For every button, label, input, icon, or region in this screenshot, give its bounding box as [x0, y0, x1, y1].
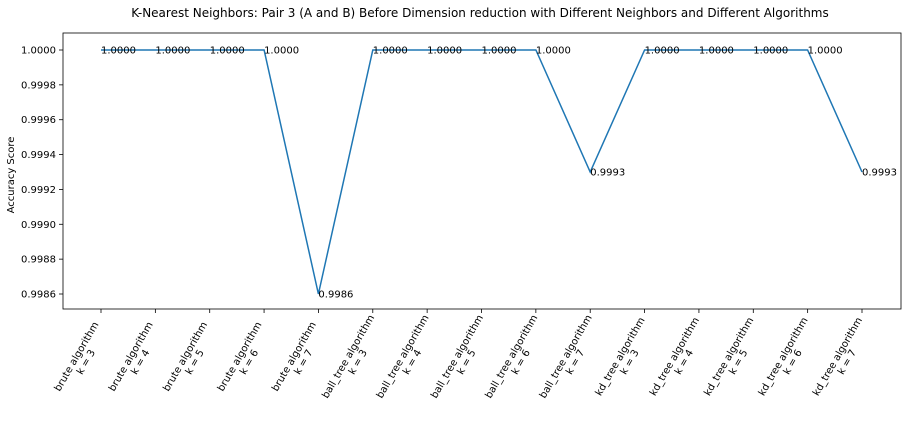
x-tick-label: kd_tree algorithmk = 3	[594, 316, 657, 404]
data-label: 1.0000	[808, 46, 843, 57]
plot-area-frame	[63, 33, 901, 309]
x-tick-label-line: ball_tree algorithm	[429, 313, 486, 400]
x-tick-label: brute algorithmk = 5	[161, 320, 219, 399]
data-label: 0.9993	[862, 168, 897, 179]
x-tick-label-line: ball_tree algorithm	[538, 313, 595, 400]
data-label: 1.0000	[753, 46, 788, 57]
data-label: 0.9993	[590, 168, 625, 179]
data-label: 1.0000	[155, 46, 190, 57]
x-tick-label: brute algorithmk = 6	[216, 320, 274, 399]
data-label: 1.0000	[482, 46, 517, 57]
series-line	[101, 50, 862, 294]
x-tick-label: kd_tree algorithmk = 7	[811, 316, 874, 404]
x-tick-label-line: ball_tree algorithm	[484, 313, 541, 400]
data-label: 1.0000	[699, 46, 734, 57]
x-tick-label-line: ball_tree algorithm	[320, 313, 377, 400]
series-layer	[101, 50, 862, 294]
y-tick-label: 0.9990	[21, 220, 56, 231]
y-tick-label: 0.9998	[21, 80, 56, 91]
x-tick-label: brute algorithmk = 3	[53, 320, 111, 399]
data-label: 1.0000	[210, 46, 245, 57]
data-label: 1.0000	[264, 46, 299, 57]
y-tick-label: 0.9988	[21, 255, 56, 266]
y-tick-label: 1.0000	[21, 46, 56, 57]
y-axis: 0.9986 0.9988 0.9990 0.9992 0.9994 0.9996 0.99…	[21, 46, 63, 301]
data-label: 1.0000	[645, 46, 680, 57]
data-label: 0.9986	[318, 290, 353, 301]
data-label: 1.0000	[373, 46, 408, 57]
data-labels: 1.0000 1.0000 1.0000 1.0000 0.9986 1.0000 1.00…	[101, 46, 897, 301]
x-tick-label: brute algorithmk = 4	[107, 320, 165, 399]
data-label: 1.0000	[427, 46, 462, 57]
y-axis-label: Accuracy Score	[6, 137, 17, 214]
data-label: 1.0000	[101, 46, 136, 57]
x-tick-label-line: ball_tree algorithm	[375, 313, 432, 400]
chart-title: K-Nearest Neighbors: Pair 3 (A and B) Be…	[131, 6, 829, 20]
y-tick-label: 0.9986	[21, 290, 56, 301]
y-tick-label: 0.9994	[21, 150, 56, 161]
x-tick-label: kd_tree algorithmk = 6	[757, 316, 820, 404]
x-tick-label: kd_tree algorithmk = 5	[702, 316, 765, 404]
x-tick-label: brute algorithmk = 7	[270, 320, 328, 399]
data-label: 1.0000	[536, 46, 571, 57]
y-tick-label: 0.9992	[21, 185, 56, 196]
y-tick-label: 0.9996	[21, 115, 56, 126]
x-tick-label: kd_tree algorithmk = 4	[648, 316, 711, 404]
